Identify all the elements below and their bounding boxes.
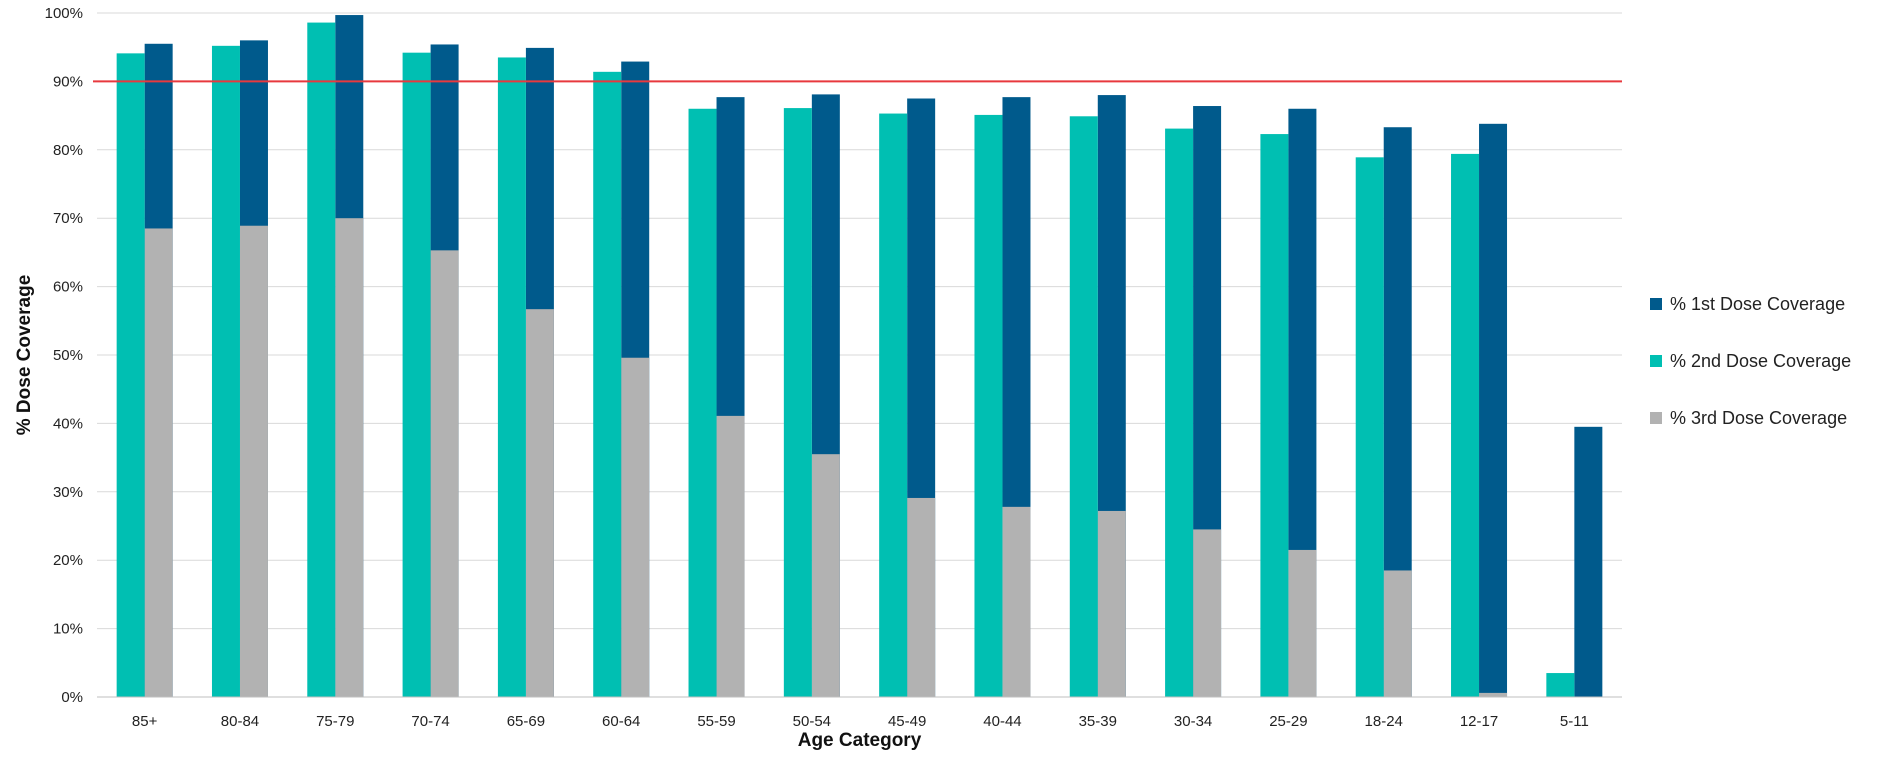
bar-dose2-50-54 [783,108,812,698]
x-tick-label: 5-11 [1560,713,1589,730]
y-tick-label: 60% [53,279,83,296]
bar-dose3-18-24 [1383,570,1412,697]
bar-dose2-60-64 [593,71,622,698]
legend-swatch [1650,355,1662,367]
bar-dose3-70-74 [430,250,459,697]
x-tick-label: 85+ [132,713,158,730]
bar-dose2-25-29 [1260,134,1289,697]
y-tick-label: 100% [45,5,83,22]
legend-label: % 3rd Dose Coverage [1670,408,1847,428]
bar-dose3-40-44 [1002,506,1031,697]
x-tick-label: 80-84 [221,713,259,730]
bar-dose2-65-69 [497,57,526,697]
bar-dose3-25-29 [1288,549,1317,697]
bar-dose2-18-24 [1355,157,1384,698]
x-tick-label: 60-64 [602,713,640,730]
y-tick-label: 10% [53,621,83,638]
bar-dose3-80-84 [239,225,268,697]
bar-dose3-30-34 [1193,529,1222,697]
x-tick-label: 30-34 [1174,713,1212,730]
x-tick-label: 25-29 [1269,713,1307,730]
x-tick-label: 12-17 [1460,713,1498,730]
bar-dose2-80-84 [211,45,240,697]
bar-dose3-75-79 [335,218,364,697]
bar-dose2-75-79 [307,22,336,698]
legend-label: % 2nd Dose Coverage [1670,351,1851,371]
bar-dose3-45-49 [907,497,936,697]
y-tick-label: 20% [53,552,83,569]
bar-dose3-85+ [144,228,173,697]
y-tick-label: 50% [53,347,83,364]
x-tick-label: 40-44 [983,713,1021,730]
bar-dose2-40-44 [974,114,1003,697]
legend-label: % 1st Dose Coverage [1670,294,1845,314]
bar-dose3-55-59 [716,415,745,697]
x-tick-label: 35-39 [1079,713,1117,730]
bar-dose2-30-34 [1165,128,1194,697]
legend-swatch [1650,298,1662,310]
axes: 0% 10% 20% 30% 40% 50% 60% 70% 80% 90% 100% 85+ 80-8… [45,5,1622,730]
bar-dose2-5-11 [1546,673,1575,697]
y-tick-label: 70% [53,210,83,227]
bar-dose2-70-74 [402,52,431,698]
x-tick-label: 65-69 [507,713,545,730]
x-tick-label: 55-59 [697,713,735,730]
y-tick-label: 0% [61,689,83,706]
bars [116,15,1603,698]
legend: % 1st Dose Coverage % 2nd Dose Coverage % … [1650,294,1851,428]
bar-dose2-45-49 [879,113,908,698]
bar-dose1-12-17 [1479,123,1508,698]
bar-dose2-85+ [116,53,145,697]
y-tick-label: 90% [53,73,83,90]
bar-dose2-12-17 [1451,153,1480,698]
x-tick-label: 50-54 [793,713,831,730]
x-axis-title: Age Category [798,730,922,751]
x-tick-label: 75-79 [316,713,354,730]
bar-dose3-12-17 [1479,692,1508,697]
y-tick-label: 30% [53,484,83,501]
x-tick-label: 70-74 [411,713,449,730]
y-axis-title: % Dose Coverage [14,275,35,436]
bar-dose3-35-39 [1097,510,1126,697]
x-tick-label: 45-49 [888,713,926,730]
y-tick-label: 80% [53,142,83,159]
bar-dose2-35-39 [1069,116,1098,697]
y-tick-label: 40% [53,415,83,432]
legend-swatch [1650,412,1662,424]
bar-dose3-60-64 [621,357,650,697]
bar-dose3-65-69 [525,309,554,697]
bar-dose3-50-54 [811,454,840,697]
bar-dose2-55-59 [688,108,717,697]
x-tick-label: 18-24 [1365,713,1403,730]
bar-dose1-5-11 [1574,426,1603,697]
